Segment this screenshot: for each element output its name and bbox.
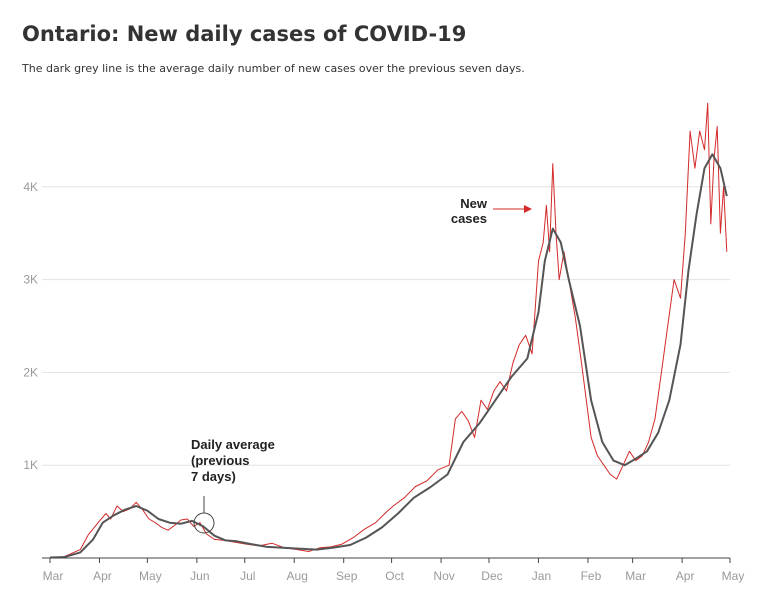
y-tick-label: 2K xyxy=(23,365,38,379)
x-tick-label: Feb xyxy=(581,569,602,583)
daily-cases-line xyxy=(49,102,728,558)
daily-average-marker xyxy=(193,512,215,534)
daily-average-annotation-line: (previous xyxy=(191,453,250,468)
x-tick-label: Jun xyxy=(190,569,209,583)
x-tick-label: Jul xyxy=(240,569,255,583)
x-tick-label: Aug xyxy=(287,569,308,583)
chart-subtitle: The dark grey line is the average daily … xyxy=(22,62,525,75)
new-cases-arrowhead xyxy=(524,205,532,213)
daily-average-annotation-line: 7 days) xyxy=(191,469,236,484)
gridlines xyxy=(42,186,730,466)
x-tick-label: Jan xyxy=(532,569,551,583)
x-tick-label: Mar xyxy=(43,569,64,583)
new-cases-annotation-line: New xyxy=(460,196,488,211)
daily-average-annotation-line: Daily average xyxy=(191,437,275,452)
y-tick-label: 1K xyxy=(23,458,38,472)
chart-title: Ontario: New daily cases of COVID-19 xyxy=(22,22,467,46)
x-tick-label: Sep xyxy=(336,569,358,583)
y-axis-ticks: 1K 2K 3K 4K xyxy=(23,180,38,472)
x-tick-label: Dec xyxy=(481,569,502,583)
seven-day-average-line xyxy=(49,153,728,559)
x-tick-label: Mar xyxy=(625,569,646,583)
y-tick-label: 4K xyxy=(23,180,38,194)
x-axis: Mar Apr May Jun Jul Aug Sep Oct Nov Dec Jan Feb Mar A… xyxy=(42,557,745,583)
x-tick-label: Nov xyxy=(433,569,454,583)
y-tick-label: 3K xyxy=(23,273,38,287)
x-tick-label: May xyxy=(139,569,162,583)
x-tick-label: Apr xyxy=(93,569,112,583)
x-tick-label: Oct xyxy=(385,569,404,583)
x-tick-label: Apr xyxy=(676,569,695,583)
series-layer xyxy=(49,102,728,559)
x-tick-label: May xyxy=(722,569,745,583)
new-cases-annotation-line: cases xyxy=(451,211,487,226)
